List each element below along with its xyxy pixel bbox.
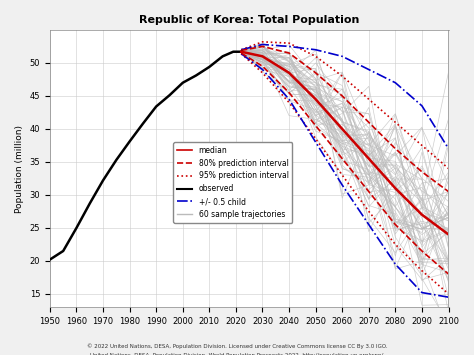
observed — [140, 121, 146, 126]
observed — [180, 81, 186, 85]
median — [366, 157, 372, 161]
median — [286, 71, 292, 75]
+/- 0.5 child — [419, 104, 425, 108]
Line: median: median — [241, 52, 448, 235]
Line: 80% prediction interval: 80% prediction interval — [241, 47, 448, 192]
80% prediction interval — [260, 44, 265, 49]
+/- 0.5 child — [392, 81, 398, 85]
80% prediction interval — [286, 51, 292, 55]
+/- 0.5 child — [260, 42, 265, 47]
80% prediction interval — [366, 120, 372, 125]
Line: observed: observed — [50, 52, 241, 260]
Y-axis label: Population (million): Population (million) — [15, 125, 24, 213]
80% prediction interval — [446, 190, 451, 194]
median — [446, 233, 451, 237]
+/- 0.5 child — [313, 48, 319, 52]
95% prediction interval — [339, 74, 345, 78]
95% prediction interval — [392, 120, 398, 125]
80% prediction interval — [419, 170, 425, 174]
+/- 0.5 child — [366, 67, 372, 72]
median — [238, 50, 244, 54]
Text: United Nations, DESA, Population Division. World Population Prospects 2022. http: United Nations, DESA, Population Divisio… — [91, 353, 383, 355]
observed — [73, 226, 79, 230]
observed — [113, 158, 119, 162]
95% prediction interval — [419, 143, 425, 148]
Line: +/- 0.5 child: +/- 0.5 child — [241, 44, 448, 149]
median — [339, 127, 345, 131]
95% prediction interval — [238, 48, 244, 52]
+/- 0.5 child — [286, 44, 292, 49]
+/- 0.5 child — [238, 48, 244, 52]
80% prediction interval — [392, 147, 398, 151]
Line: 95% prediction interval: 95% prediction interval — [241, 42, 448, 169]
median — [260, 54, 265, 59]
80% prediction interval — [339, 94, 345, 98]
Legend: median, 80% prediction interval, 95% prediction interval, observed, +/- 0.5 chil: median, 80% prediction interval, 95% pre… — [173, 142, 292, 223]
Title: Republic of Korea: Total Population: Republic of Korea: Total Population — [139, 15, 359, 25]
observed — [100, 178, 106, 182]
median — [392, 186, 398, 190]
observed — [154, 104, 159, 109]
median — [313, 97, 319, 102]
95% prediction interval — [260, 40, 265, 44]
observed — [167, 93, 173, 97]
observed — [230, 50, 236, 54]
+/- 0.5 child — [446, 147, 451, 151]
95% prediction interval — [366, 97, 372, 102]
95% prediction interval — [286, 41, 292, 45]
observed — [238, 50, 244, 54]
observed — [47, 257, 53, 262]
80% prediction interval — [313, 71, 319, 75]
observed — [60, 249, 66, 253]
80% prediction interval — [238, 48, 244, 53]
median — [419, 213, 425, 217]
+/- 0.5 child — [339, 54, 345, 59]
95% prediction interval — [446, 166, 451, 171]
observed — [220, 54, 226, 59]
observed — [87, 201, 92, 206]
95% prediction interval — [313, 54, 319, 59]
observed — [193, 73, 199, 78]
observed — [207, 65, 212, 69]
observed — [127, 139, 132, 143]
Text: © 2022 United Nations, DESA, Population Division. Licensed under Creative Common: © 2022 United Nations, DESA, Population … — [87, 343, 387, 349]
